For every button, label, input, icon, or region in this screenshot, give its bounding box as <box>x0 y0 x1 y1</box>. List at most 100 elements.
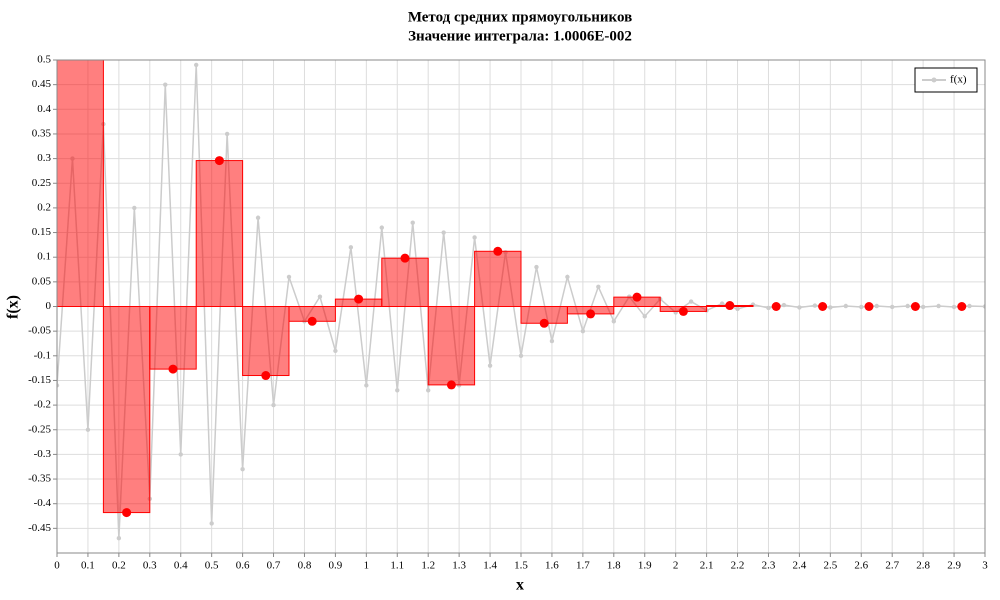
x-tick-label: 1 <box>364 560 370 572</box>
function-point <box>348 245 354 250</box>
function-point <box>379 225 384 230</box>
y-tick-label: 0.1 <box>37 251 51 263</box>
function-point <box>426 388 431 393</box>
function-point <box>487 363 493 368</box>
midpoint-marker <box>678 306 688 316</box>
x-tick-label: 2.4 <box>793 560 807 572</box>
midpoint-marker <box>307 316 317 326</box>
chart-subtitle: Значение интеграла: 1.0006E-002 <box>408 28 632 44</box>
x-tick-label: 1.5 <box>514 560 528 572</box>
function-point <box>859 304 864 310</box>
function-point <box>982 304 985 309</box>
y-tick-label: -0.35 <box>28 473 51 485</box>
rectangle <box>381 257 429 308</box>
x-tick-label: 0.8 <box>298 560 312 572</box>
function-point <box>580 328 586 334</box>
legend: f(x) <box>914 67 978 93</box>
midpoint-marker <box>818 302 828 311</box>
rectangle <box>242 306 290 377</box>
function-point <box>719 301 725 306</box>
midpoint-marker <box>446 380 456 390</box>
midpoint-marker <box>214 156 224 166</box>
midpoint-marker <box>957 302 967 311</box>
function-point <box>781 302 787 308</box>
function-point <box>518 353 524 358</box>
plot-area <box>57 60 985 541</box>
y-tick-label: -0.25 <box>28 423 51 435</box>
y-axis-label: f(x) <box>5 295 22 319</box>
function-point <box>240 466 245 472</box>
midpoint-marker <box>354 294 364 304</box>
x-tick-label: 2.9 <box>947 560 961 572</box>
x-axis-label: x <box>516 577 524 594</box>
function-point <box>596 284 601 289</box>
x-tick-label: 0.2 <box>112 560 126 572</box>
x-tick-label: 0.4 <box>174 560 188 572</box>
x-tick-label: 0.6 <box>236 560 250 572</box>
x-tick-label: 0.1 <box>81 560 95 572</box>
x-tick-label: 2.7 <box>885 560 899 572</box>
rectangle <box>149 306 197 370</box>
function-point <box>920 304 926 310</box>
function-point <box>735 306 740 312</box>
function-point <box>410 220 415 225</box>
function-point <box>364 383 369 388</box>
function-point <box>549 338 555 344</box>
x-tick-label: 0.9 <box>329 560 343 572</box>
chart-title: Метод средних прямоугольников <box>408 9 632 25</box>
midpoint-marker <box>261 371 271 381</box>
function-point <box>812 303 818 308</box>
y-tick-label: 0.25 <box>32 177 52 189</box>
x-tick-label: 1.8 <box>607 560 621 572</box>
function-point <box>178 452 183 457</box>
function-point <box>565 274 570 280</box>
x-tick-label: 0 <box>54 560 60 572</box>
function-point <box>317 294 323 299</box>
function-point <box>843 303 848 309</box>
rectangle <box>102 306 151 514</box>
function-point <box>874 303 879 309</box>
x-tick-label: 1.3 <box>452 560 466 572</box>
y-tick-label: 0.15 <box>32 226 52 238</box>
function-point <box>286 274 292 280</box>
axes: -0.45 -0.4 -0.35 -0.3 -0.25 -0.2 -0.15 -0.1 -0.0… <box>28 54 988 572</box>
function-point <box>271 402 276 408</box>
y-tick-label: -0.1 <box>34 349 51 361</box>
y-tick-label: -0.15 <box>28 374 51 386</box>
y-tick-label: 0.2 <box>37 201 51 213</box>
x-tick-label: 1.9 <box>638 560 652 572</box>
function-point <box>255 215 261 220</box>
function-point <box>333 348 338 354</box>
rectangle <box>474 250 522 307</box>
function-point <box>905 303 910 309</box>
x-tick-label: 1.1 <box>390 560 404 572</box>
legend-marker <box>931 77 937 83</box>
midpoint-marker <box>493 246 503 256</box>
function-point <box>766 305 771 311</box>
rectangle <box>427 306 476 386</box>
x-tick-label: 1.4 <box>483 560 497 572</box>
x-tick-label: 0.7 <box>267 560 281 572</box>
y-tick-label: -0.05 <box>28 325 51 337</box>
midpoint-marker <box>400 253 410 263</box>
x-tick-label: 2.5 <box>823 560 837 572</box>
x-tick-label: 2.6 <box>854 560 868 572</box>
midpoint-marker <box>539 318 549 328</box>
x-tick-label: 2 <box>673 560 679 572</box>
y-tick-label: 0.4 <box>37 103 51 115</box>
function-point <box>209 521 214 526</box>
function-point <box>116 536 122 541</box>
function-point <box>132 205 137 211</box>
function-point <box>441 230 446 235</box>
x-tick-label: 2.1 <box>700 560 714 572</box>
x-tick-label: 1.7 <box>576 560 590 572</box>
function-point <box>611 319 616 324</box>
function-point <box>951 304 957 310</box>
y-tick-label: 0.35 <box>32 127 52 139</box>
midpoint-marker <box>771 302 781 311</box>
y-tick-label: 0.3 <box>37 152 51 164</box>
x-tick-label: 2.3 <box>762 560 776 572</box>
function-point <box>642 314 647 319</box>
